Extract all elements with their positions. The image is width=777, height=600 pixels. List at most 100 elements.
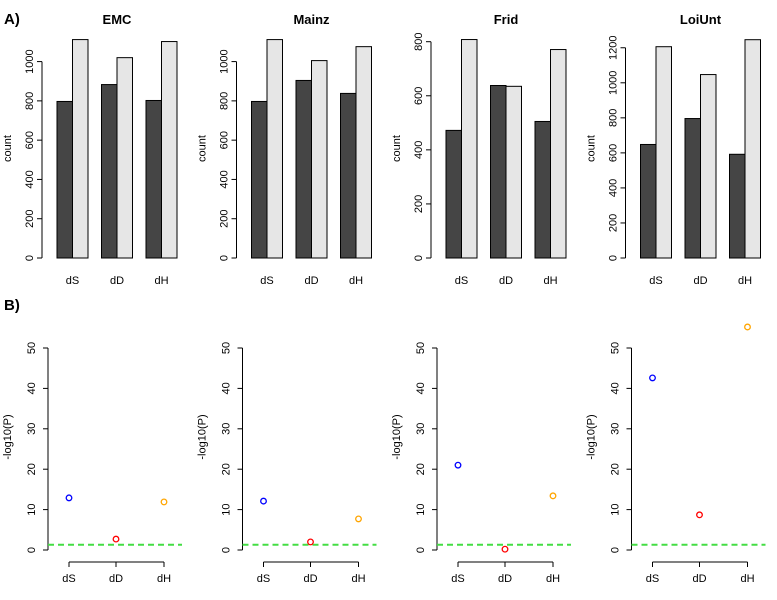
y-tick-label: 40	[221, 382, 233, 394]
y-tick-label: 0	[219, 255, 231, 261]
x-tick-label: dH	[351, 573, 365, 585]
y-tick-label: 20	[221, 463, 233, 475]
chart-title: LoiUnt	[680, 12, 722, 27]
y-tick-label: 1000	[24, 49, 36, 73]
y-axis-label: count	[197, 135, 209, 162]
x-tick-label: dD	[304, 275, 318, 287]
y-axis-label: -log10(P)	[586, 414, 598, 459]
y-axis-label: count	[2, 135, 14, 162]
x-tick-label: dS	[66, 275, 79, 287]
point	[744, 323, 751, 331]
x-tick-label: dH	[546, 573, 560, 585]
y-tick-label: 1000	[608, 71, 620, 95]
y-axis-label: -log10(P)	[2, 414, 14, 459]
x-tick-label: dD	[692, 573, 706, 585]
point	[549, 492, 557, 500]
point	[696, 511, 703, 519]
bar	[640, 143, 657, 259]
y-tick-label: 30	[26, 423, 38, 435]
bar	[340, 92, 357, 259]
y-tick-label: 0	[413, 255, 425, 261]
x-tick-label: dH	[740, 573, 754, 585]
bar	[534, 120, 551, 259]
y-axis-label: count	[586, 135, 598, 162]
y-tick-label: 0	[608, 255, 620, 261]
y-tick-label: 200	[413, 195, 425, 213]
x-tick-label: dS	[257, 573, 270, 585]
x-tick-label: dD	[110, 275, 124, 287]
bar	[251, 100, 268, 259]
y-tick-label: 400	[608, 179, 620, 197]
chart-title: EMC	[103, 12, 133, 27]
x-tick-label: dD	[499, 275, 513, 287]
y-tick-label: 0	[221, 547, 233, 553]
y-tick-label: 30	[610, 423, 622, 435]
bar	[684, 118, 701, 259]
y-tick-label: 0	[24, 255, 36, 261]
y-tick-label: 400	[219, 170, 231, 188]
bar	[266, 39, 283, 259]
y-tick-label: 40	[415, 382, 427, 394]
bar	[295, 79, 312, 259]
bar	[72, 39, 89, 259]
x-tick-label: dS	[455, 275, 468, 287]
chart-title: Frid	[494, 12, 519, 27]
x-tick-label: dD	[303, 573, 317, 585]
x-tick-label: dS	[62, 573, 75, 585]
point	[454, 461, 462, 469]
y-tick-label: 400	[413, 141, 425, 159]
x-tick-label: dH	[157, 573, 171, 585]
y-tick-label: 400	[24, 170, 36, 188]
bar	[311, 60, 328, 259]
x-tick-label: dS	[646, 573, 659, 585]
y-tick-label: 10	[415, 503, 427, 515]
y-tick-label: 10	[221, 503, 233, 515]
y-tick-label: 20	[415, 463, 427, 475]
y-axis-label: -log10(P)	[197, 414, 209, 459]
bar	[101, 84, 118, 259]
bar	[445, 129, 462, 259]
bar	[729, 153, 746, 259]
y-tick-label: 200	[24, 210, 36, 228]
bar	[490, 85, 507, 259]
y-tick-label: 600	[608, 144, 620, 162]
y-tick-label: 50	[610, 342, 622, 354]
chart-title: Mainz	[293, 12, 330, 27]
bar	[145, 99, 162, 259]
y-tick-label: 200	[608, 214, 620, 232]
y-tick-label: 40	[610, 382, 622, 394]
y-tick-label: 800	[24, 92, 36, 110]
y-tick-label: 20	[610, 463, 622, 475]
x-tick-label: dH	[738, 275, 752, 287]
y-tick-label: 10	[610, 503, 622, 515]
x-tick-label: dH	[349, 275, 363, 287]
bar	[505, 85, 522, 259]
bar	[744, 39, 761, 259]
bar	[161, 41, 178, 259]
y-tick-label: 30	[221, 423, 233, 435]
y-tick-label: 10	[26, 503, 38, 515]
y-tick-label: 200	[219, 210, 231, 228]
y-tick-label: 30	[415, 423, 427, 435]
x-tick-label: dS	[451, 573, 464, 585]
y-axis-label: -log10(P)	[391, 414, 403, 459]
y-tick-label: 800	[608, 109, 620, 127]
panel-label: A)	[4, 11, 20, 28]
y-tick-label: 40	[26, 382, 38, 394]
x-tick-label: dH	[543, 275, 557, 287]
y-tick-label: 50	[415, 342, 427, 354]
y-tick-label: 20	[26, 463, 38, 475]
y-tick-label: 1200	[608, 36, 620, 60]
y-axis-label: count	[391, 135, 403, 162]
x-tick-label: dS	[649, 275, 662, 287]
y-tick-label: 600	[413, 87, 425, 105]
y-tick-label: 0	[26, 547, 38, 553]
point	[160, 498, 168, 506]
bar	[461, 39, 478, 259]
x-tick-label: dD	[109, 573, 123, 585]
bar	[655, 46, 672, 259]
y-tick-label: 1000	[219, 49, 231, 73]
point	[649, 374, 656, 382]
